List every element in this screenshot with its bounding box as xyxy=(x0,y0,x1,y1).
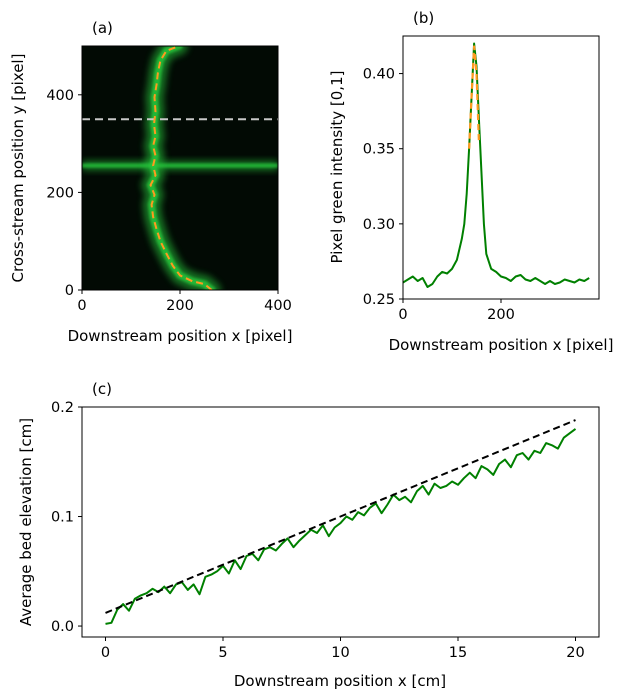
panel-b-y-axis-label: Pixel green intensity [0,1] xyxy=(328,71,346,264)
panel-c: (c) 0 5 10 15 20 0.0 0.1 0.2 Downstream positi… xyxy=(17,380,600,690)
horizontal-glow-core xyxy=(82,163,278,168)
panel-b-plot-area xyxy=(402,35,600,300)
panel-a: (a) 0 200 400 0 200 400 Downstream position … xyxy=(9,19,292,345)
panel-c-y-ticks: 0.0 0.1 0.2 xyxy=(51,400,82,635)
panel-c-y-axis-label: Average bed elevation [cm] xyxy=(17,418,35,626)
y-tick-label: 0.0 xyxy=(51,619,74,635)
panel-a-x-ticks: 0 200 400 xyxy=(77,290,292,314)
x-tick-label: 200 xyxy=(166,298,194,314)
x-tick-label: 5 xyxy=(218,645,227,661)
y-tick-label: 0 xyxy=(65,283,74,299)
x-tick-label: 10 xyxy=(331,645,349,661)
panel-a-x-axis-label: Downstream position x [pixel] xyxy=(68,327,293,345)
y-tick-label: 0.2 xyxy=(51,400,74,416)
linear-fit-line xyxy=(105,419,576,614)
x-tick-label: 15 xyxy=(449,645,467,661)
panel-b-label: (b) xyxy=(413,9,434,27)
y-tick-label: 400 xyxy=(46,88,74,104)
x-tick-label: 20 xyxy=(566,645,584,661)
y-tick-label: 0.25 xyxy=(363,292,395,308)
x-tick-label: 0 xyxy=(101,645,110,661)
panel-b-y-ticks: 0.25 0.30 0.35 0.40 xyxy=(363,67,403,308)
bed-elevation-line xyxy=(105,428,577,625)
panel-c-x-axis-label: Downstream position x [cm] xyxy=(234,672,446,690)
panel-b-x-axis-label: Downstream position x [pixel] xyxy=(389,336,614,354)
x-tick-label: 400 xyxy=(264,298,292,314)
axes-frame xyxy=(402,35,600,300)
x-tick-label: 0 xyxy=(398,307,407,323)
y-tick-label: 200 xyxy=(46,185,74,201)
panel-c-x-ticks: 0 5 10 15 20 xyxy=(101,637,585,661)
panel-a-plot-area xyxy=(81,45,279,291)
y-tick-label: 0.1 xyxy=(51,510,74,526)
y-tick-label: 0.40 xyxy=(363,67,395,83)
x-tick-label: 0 xyxy=(77,298,86,314)
peak-fit-line xyxy=(468,45,480,149)
y-tick-label: 0.30 xyxy=(363,217,395,233)
x-tick-label: 200 xyxy=(487,307,515,323)
panel-a-y-ticks: 0 200 400 xyxy=(46,88,82,299)
panel-a-y-axis-label: Cross-stream position y [pixel] xyxy=(9,54,27,283)
panel-a-label: (a) xyxy=(92,19,113,37)
intensity-profile-line xyxy=(403,42,590,288)
panel-c-label: (c) xyxy=(92,380,112,398)
panel-c-plot-area xyxy=(81,406,600,638)
tracked-channel-line xyxy=(149,46,213,290)
y-tick-label: 0.35 xyxy=(363,142,395,158)
panel-b-x-ticks: 0 200 xyxy=(398,299,515,323)
panel-b: (b) 0 200 0.25 0.30 0.35 0.40 Downstream pos… xyxy=(328,9,613,354)
